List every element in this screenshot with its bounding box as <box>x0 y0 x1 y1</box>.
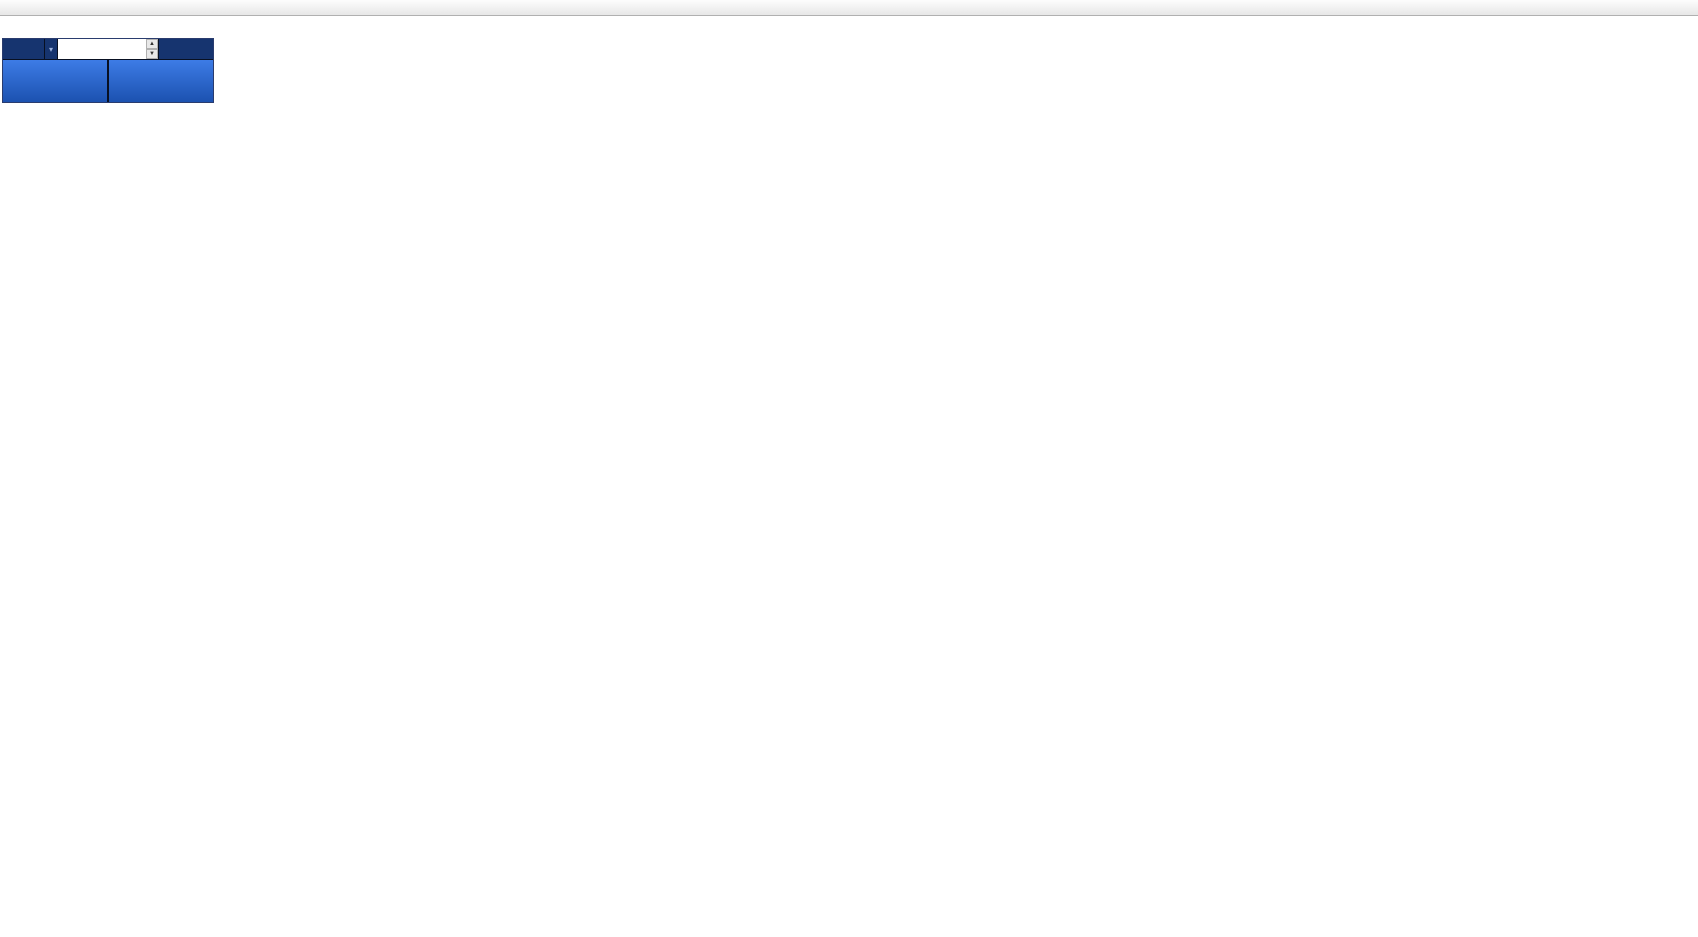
trade-panel-prices <box>3 60 213 102</box>
sell-price-button[interactable] <box>3 60 109 102</box>
volume-down-icon[interactable]: ▼ <box>146 49 158 59</box>
one-click-trading-panel: ▾ ▲ ▼ <box>2 38 214 103</box>
macd-indicator-title <box>4 581 28 593</box>
volume-up-icon[interactable]: ▲ <box>146 39 158 49</box>
order-type-dropdown-icon[interactable]: ▾ <box>45 39 58 59</box>
rsi-indicator-title <box>4 751 20 763</box>
trade-panel-controls: ▾ ▲ ▼ <box>3 39 213 60</box>
buy-mode-button[interactable] <box>159 39 213 59</box>
volume-input[interactable]: ▲ ▼ <box>58 39 159 59</box>
buy-price-button[interactable] <box>109 60 213 102</box>
sell-mode-button[interactable] <box>3 39 45 59</box>
volume-stepper: ▲ ▼ <box>146 39 158 59</box>
toolbar <box>0 0 1698 16</box>
chart-ohlc-header <box>6 18 41 30</box>
